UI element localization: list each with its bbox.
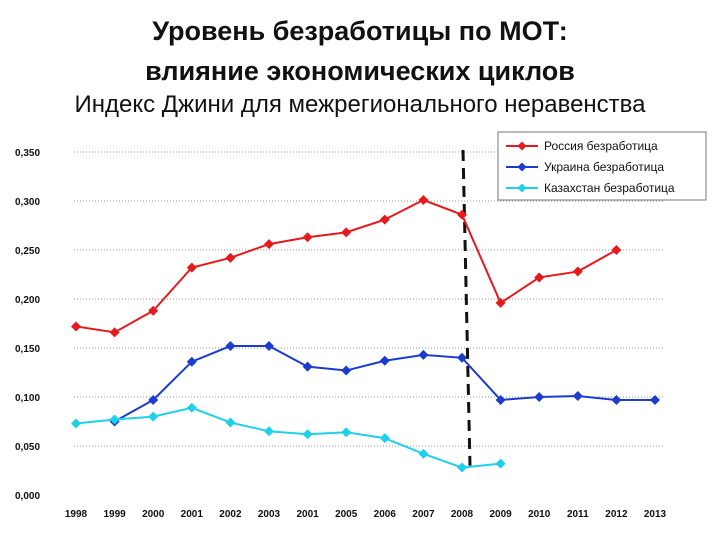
series-line-kazakhstan [75, 406, 501, 469]
data-point-kazakhstan [109, 414, 120, 425]
data-point-kazakhstan [225, 417, 236, 428]
data-point-russia [225, 252, 236, 263]
data-point-kazakhstan [341, 427, 352, 438]
x-tick-label: 2003 [258, 509, 281, 520]
legend-label: Казахстан безработица [544, 181, 675, 195]
x-tick-label: 2005 [335, 509, 358, 520]
data-point-ukraine [225, 341, 236, 352]
data-point-ukraine [186, 356, 197, 367]
x-tick-label: 2001 [296, 509, 319, 520]
y-tick-label: 0,200 [15, 295, 40, 306]
data-point-ukraine [418, 349, 429, 360]
data-point-russia [379, 214, 390, 225]
x-tick-label: 1998 [65, 509, 88, 520]
data-point-ukraine [534, 392, 545, 402]
data-point-russia [341, 227, 352, 238]
y-tick-label: 0,150 [15, 344, 40, 355]
y-tick-label: 0,050 [15, 442, 40, 453]
data-point-kazakhstan [418, 448, 429, 459]
legend-marker-kazakhstan [517, 183, 527, 193]
y-tick-label: 0,350 [15, 148, 40, 159]
cycle-marker-line [461, 149, 472, 466]
data-point-kazakhstan [148, 411, 159, 422]
data-point-kazakhstan [186, 402, 197, 413]
data-point-russia [109, 327, 120, 338]
data-point-ukraine [572, 391, 583, 402]
x-tick-label: 1999 [103, 509, 126, 520]
data-point-russia [418, 195, 429, 206]
data-point-ukraine [148, 394, 159, 405]
data-point-russia [148, 305, 159, 316]
x-tick-label: 2008 [451, 509, 474, 520]
x-tick-label: 2001 [181, 509, 204, 520]
x-tick-label: 2013 [644, 509, 667, 520]
line-chart: 0,000 0,050 0,100 0,150 0,200 0,250 0,300 0,350… [15, 131, 707, 520]
y-tick-label: 0,300 [15, 197, 40, 208]
data-point-ukraine [495, 394, 506, 405]
chart: 0,000 0,050 0,100 0,150 0,200 0,250 0,300 0,350… [10, 130, 710, 530]
data-point-ukraine [302, 361, 313, 372]
y-tick-label: 0,100 [15, 393, 40, 404]
legend-label: Украина безработица [544, 160, 664, 174]
legend-marker-russia [517, 141, 527, 151]
data-point-russia [186, 262, 197, 273]
data-point-ukraine [611, 394, 622, 405]
x-tick-label: 2000 [142, 509, 165, 520]
data-point-russia [457, 209, 467, 220]
y-tick-label: 0,250 [15, 246, 40, 257]
data-point-ukraine [379, 355, 390, 366]
slide-title-line2: влияние экономических циклов [145, 56, 575, 86]
x-tick-label: 2009 [489, 509, 512, 520]
x-tick-label: 2002 [219, 509, 242, 520]
x-tick-label: 2007 [412, 509, 435, 520]
data-point-kazakhstan [71, 418, 81, 429]
data-point-russia [302, 232, 313, 243]
data-point-ukraine [457, 352, 467, 363]
data-point-kazakhstan [379, 433, 390, 444]
data-point-russia [264, 239, 274, 250]
data-point-russia [572, 266, 583, 277]
x-tick-label: 2010 [528, 509, 551, 520]
slide-title: Уровень безработицы по МОТ: [152, 16, 568, 46]
data-point-ukraine [264, 341, 274, 352]
data-point-kazakhstan [457, 462, 467, 473]
data-point-russia [495, 297, 506, 308]
x-tick-label: 2006 [374, 509, 397, 520]
data-point-ukraine [341, 365, 352, 376]
legend-label: Россия безработица [544, 139, 658, 153]
data-point-russia [611, 245, 622, 255]
legend-marker-ukraine [517, 162, 527, 172]
data-point-kazakhstan [264, 426, 274, 437]
y-tick-label: 0,000 [15, 491, 40, 502]
slide-subtitle: Индекс Джини для межрегионального нераве… [74, 91, 646, 118]
series-line-russia [75, 198, 617, 334]
data-point-russia [534, 272, 545, 283]
data-point-kazakhstan [302, 429, 313, 440]
data-point-ukraine [650, 394, 660, 405]
data-point-russia [71, 321, 81, 332]
x-tick-label: 2012 [605, 509, 628, 520]
x-tick-label: 2011 [567, 509, 589, 520]
data-point-kazakhstan [495, 458, 506, 469]
